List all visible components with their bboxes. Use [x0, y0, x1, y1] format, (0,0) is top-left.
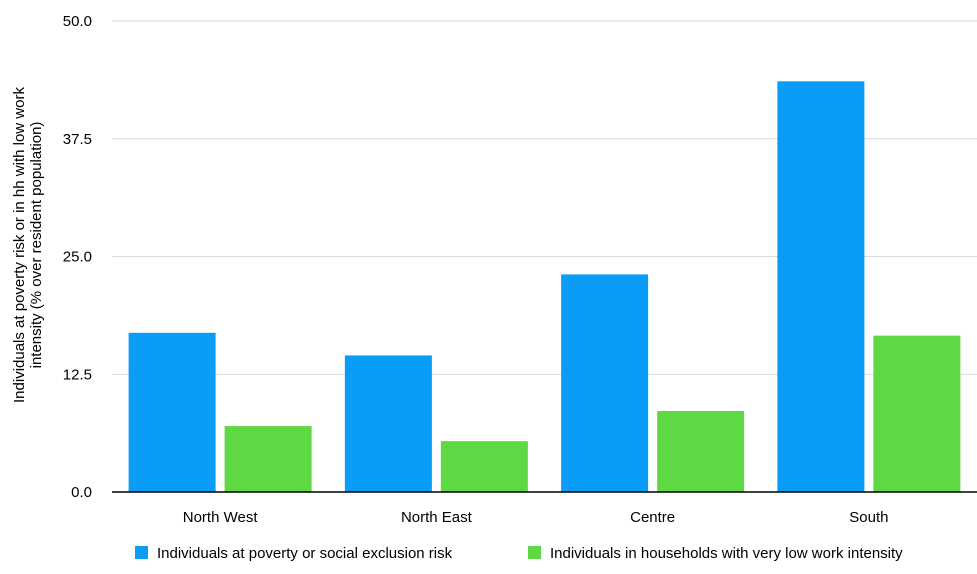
- legend: Individuals at poverty or social exclusi…: [135, 545, 903, 562]
- y-axis-ticks: 0.0 12.5 25.0 37.5 50.0: [63, 13, 92, 501]
- bar-poverty-risk: [561, 274, 649, 492]
- y-tick-label: 37.5: [63, 131, 92, 148]
- y-axis-title-line: intensity (% over resident population): [28, 122, 45, 369]
- bar-poverty-risk: [344, 355, 432, 492]
- y-axis-title-line: Individuals at poverty risk or in hh wit…: [11, 87, 28, 403]
- legend-label: Individuals in households with very low …: [550, 545, 903, 562]
- x-category-label: South: [849, 509, 888, 526]
- y-tick-label: 0.0: [71, 484, 92, 501]
- bars: [128, 81, 961, 493]
- x-category-label: Centre: [630, 509, 675, 526]
- legend-swatch: [135, 546, 148, 559]
- bar-low-work-intensity: [657, 410, 745, 492]
- bar-low-work-intensity: [224, 426, 312, 492]
- legend-swatch: [528, 546, 541, 559]
- bar-poverty-risk: [128, 332, 216, 492]
- bar-poverty-risk: [777, 81, 865, 493]
- x-category-label: North West: [183, 509, 259, 526]
- y-axis-title: Individuals at poverty risk or in hh wit…: [11, 87, 45, 403]
- legend-label: Individuals at poverty or social exclusi…: [157, 545, 453, 562]
- y-tick-label: 25.0: [63, 249, 92, 266]
- y-tick-label: 50.0: [63, 13, 92, 30]
- y-tick-label: 12.5: [63, 366, 92, 383]
- bar-low-work-intensity: [440, 441, 528, 492]
- x-axis-categories: North West North East Centre South: [183, 509, 889, 526]
- bar-low-work-intensity: [873, 335, 961, 492]
- x-category-label: North East: [401, 509, 473, 526]
